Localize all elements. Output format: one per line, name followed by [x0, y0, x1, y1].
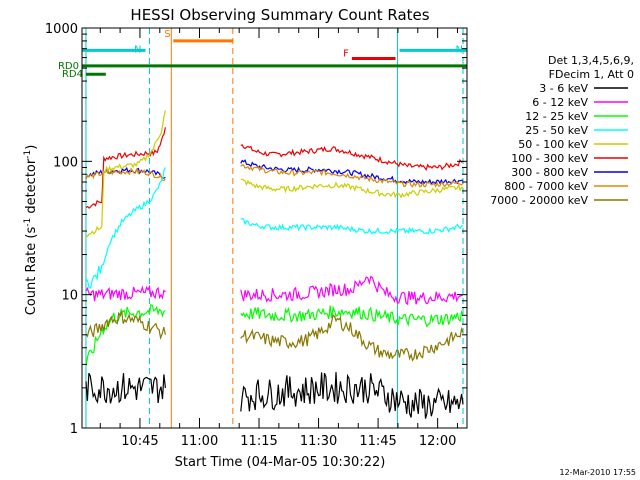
legend-header-line-1: Det 1,3,4,5,6,9,	[548, 54, 634, 67]
y-tick-label-0: 1	[70, 422, 78, 437]
x-tick-label-0: 10:45	[121, 434, 158, 449]
series-line-3-0	[85, 110, 166, 238]
legend-label-2: 12 - 25 keV	[525, 110, 588, 123]
y-tick-label-2: 100	[53, 155, 78, 170]
x-tick-label-5: 12:00	[419, 434, 456, 449]
series-line-4-1	[240, 218, 464, 235]
instrument-state-lines	[85, 28, 464, 428]
y-tick-label-1: 10	[61, 289, 78, 304]
series-line-6-0	[85, 303, 166, 366]
series-50-100keV	[85, 110, 464, 238]
legend-label-4: 50 - 100 keV	[518, 138, 588, 151]
legend-label-0: 3 - 6 keV	[539, 82, 588, 95]
y-tick-label-3: 1000	[45, 22, 78, 37]
series-line-2-0	[85, 167, 166, 182]
x-tick-label-1: 11:00	[181, 434, 218, 449]
legend: Det 1,3,4,5,6,9, FDecim 1, Att 0 3 - 6 k…	[490, 54, 634, 207]
x-tick-label-3: 11:30	[300, 434, 337, 449]
legend-label-7: 800 - 7000 keV	[504, 180, 588, 193]
series-line-4-0	[85, 167, 166, 289]
series-line-0-0	[85, 127, 166, 209]
legend-header-line-2: FDecim 1, Att 0	[549, 68, 634, 81]
x-tick-label-4: 11:45	[359, 434, 396, 449]
series-line-1-1	[240, 159, 464, 186]
series-line-2-1	[240, 164, 464, 188]
legend-label-6: 300 - 800 keV	[511, 166, 588, 179]
series-100-300keV	[85, 127, 464, 209]
y-axis: 1 10 100 1000	[45, 22, 467, 437]
series-12-25keV	[85, 303, 464, 366]
series-line-7-0	[85, 311, 166, 340]
flag-label-0: RD0	[58, 61, 79, 72]
plot-frame	[81, 27, 468, 429]
y-axis-label: Count Rate (s-1 detector-1)	[23, 145, 39, 316]
series-line-5-0	[85, 284, 166, 302]
x-tick-label-2: 11:15	[240, 434, 277, 449]
chart-title: HESSI Observing Summary Count Rates	[130, 6, 429, 24]
series-layer	[85, 110, 464, 419]
series-line-8-0	[85, 372, 166, 404]
legend-label-3: 25 - 50 keV	[525, 124, 588, 137]
flag-label-1: RD4	[62, 69, 83, 80]
flag-label-5: F	[343, 49, 349, 60]
series-800-7000keV	[85, 164, 464, 188]
series-line-3-1	[240, 178, 464, 199]
series-line-7-1	[240, 314, 464, 362]
series-6-12keV	[85, 275, 464, 306]
series-line-8-1	[240, 372, 464, 419]
series-3-6keV	[85, 372, 464, 419]
legend-label-1: 6 - 12 keV	[532, 96, 588, 109]
x-axis-label: Start Time (04-Mar-05 10:30:22)	[175, 455, 386, 470]
flag-label-2: N	[134, 44, 141, 55]
series-line-0-1	[240, 144, 464, 172]
flag-label-4: S	[164, 29, 170, 40]
series-25-50keV	[85, 167, 464, 289]
legend-label-5: 100 - 300 keV	[511, 152, 588, 165]
series-7000-20000keV	[85, 311, 464, 362]
flag-label-3: N	[456, 44, 463, 55]
x-axis: 10:45 11:00 11:15 11:30 11:45 12:00	[99, 28, 458, 449]
legend-label-8: 7000 - 20000 keV	[490, 194, 588, 207]
footer-date: 12-Mar-2010 17:55	[560, 468, 637, 477]
series-line-5-1	[240, 275, 464, 306]
series-line-6-1	[240, 305, 464, 328]
